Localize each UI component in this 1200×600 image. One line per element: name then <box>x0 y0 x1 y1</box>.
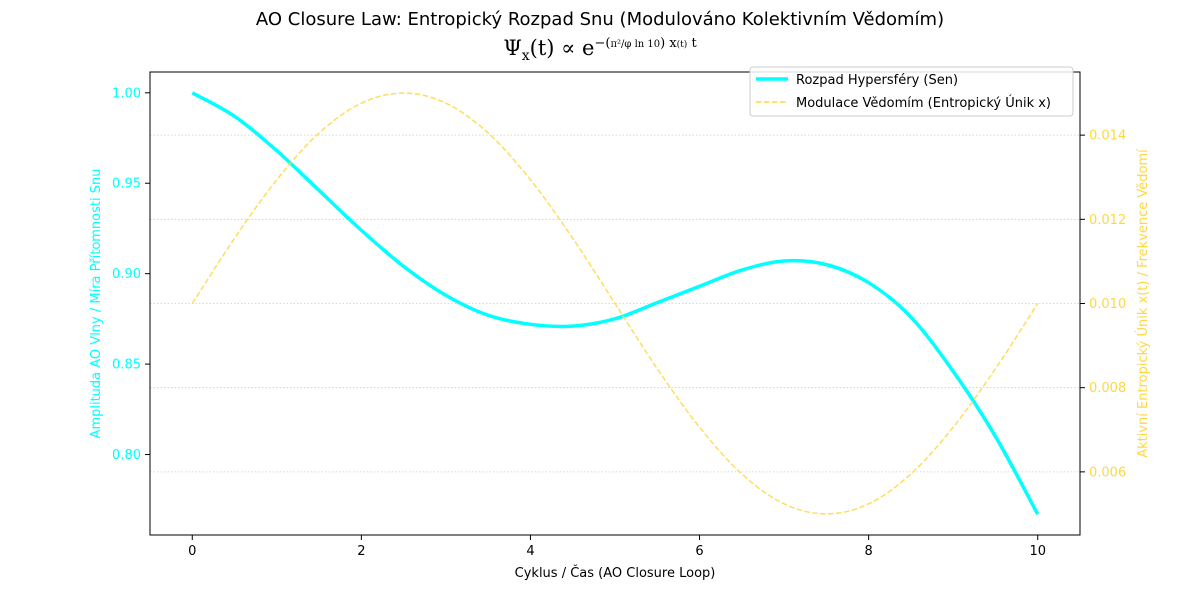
y2-tick-label-1: 0.008 <box>1089 381 1126 396</box>
legend-label-sen: Rozpad Hypersféry (Sen) <box>796 73 958 88</box>
x-tick-label-5: 10 <box>1029 544 1046 559</box>
axes-layer: 0 2 4 6 8 10 0.80 0.85 0.90 0.95 1.00 0.006 0.008 0.0… <box>112 86 1126 559</box>
legend-box <box>749 66 1074 117</box>
y-axis-label: Amplituda AO Vlny / Míra Přítomnosti Snu <box>89 169 104 439</box>
series-line-sen <box>191 91 1040 516</box>
x-tick-label-4: 8 <box>864 544 872 559</box>
y-tick-label-3: 0.95 <box>112 177 141 192</box>
y2-axis-label: Aktivní Entropický Únik x(t) / Frekvence… <box>1135 149 1151 458</box>
x-tick-label-3: 6 <box>695 544 703 559</box>
chart-subtitle-formula: Ψx(t) ∝ e−(π²/φ ln 10) x(t) t <box>503 36 697 65</box>
chart-title: AO Closure Law: Entropický Rozpad Snu (M… <box>255 9 945 30</box>
x-tick-label-0: 0 <box>188 544 196 559</box>
x-tick-label-1: 2 <box>357 544 365 559</box>
series-layer <box>191 91 1040 516</box>
x-axis-label: Cyklus / Čas (AO Closure Loop) <box>515 565 716 581</box>
y2-tick-label-0: 0.006 <box>1089 465 1126 480</box>
y2-tick-label-4: 0.014 <box>1089 129 1126 144</box>
grid-lines <box>150 134 1080 473</box>
y-tick-label-4: 1.00 <box>112 86 141 101</box>
y-tick-label-0: 0.80 <box>112 448 141 463</box>
x-tick-label-2: 4 <box>526 544 534 559</box>
y-tick-label-1: 0.85 <box>112 358 141 373</box>
y2-tick-label-3: 0.012 <box>1089 213 1126 228</box>
legend-label-modulace: Modulace Vědomím (Entropický Únik x) <box>796 95 1051 111</box>
legend: Rozpad Hypersféry (Sen) Modulace Vědomím… <box>749 66 1074 117</box>
y-tick-label-2: 0.90 <box>112 267 141 282</box>
y2-tick-label-2: 0.010 <box>1089 297 1126 312</box>
series-line-modulace <box>191 92 1039 515</box>
